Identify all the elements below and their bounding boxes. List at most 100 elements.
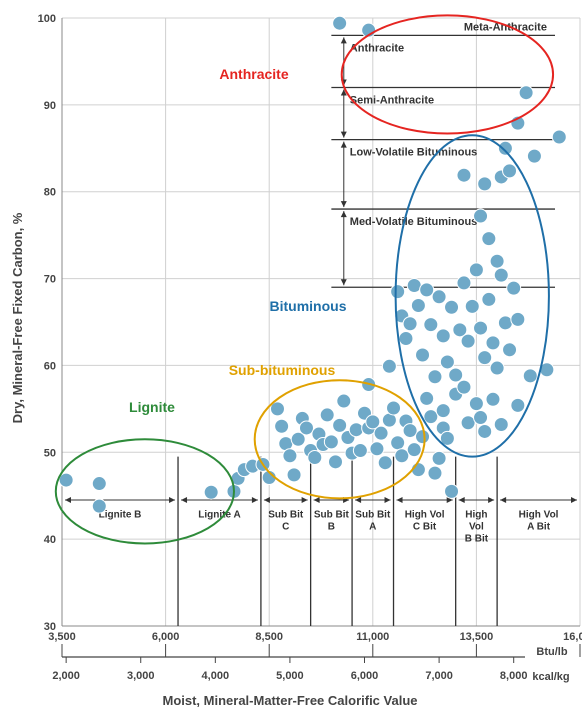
data-point <box>423 409 439 425</box>
rank-band-label-line: Sub Bit <box>268 509 304 520</box>
y-tick-label: 40 <box>44 534 56 546</box>
data-point <box>493 267 509 283</box>
rank-band-arrowhead <box>571 497 577 504</box>
data-point <box>269 401 285 417</box>
data-point <box>319 407 335 423</box>
data-point <box>58 472 74 488</box>
group-ellipse-layer <box>54 14 555 545</box>
fixed-carbon-arrowhead <box>340 211 347 218</box>
data-point <box>477 423 493 439</box>
data-point <box>91 476 107 492</box>
axis-layer: 30 40 50 60 70 80 90 100 3,500 6,000 8,500 11,000 13… <box>38 13 582 682</box>
data-point <box>286 467 302 483</box>
data-point <box>510 397 526 413</box>
data-point <box>427 465 443 481</box>
data-point <box>427 369 443 385</box>
rank-band-arrowhead <box>251 497 258 504</box>
data-point <box>336 393 352 409</box>
rank-band-label-line: Sub Bit <box>355 509 391 520</box>
fixed-carbon-class-label: Meta-Anthracite <box>464 22 547 34</box>
rank-band-label-line: A Bit <box>527 521 551 532</box>
rank-band-arrowhead <box>500 497 507 504</box>
data-point <box>497 315 513 331</box>
rank-band-label-line: C <box>282 521 289 532</box>
y-tick-label: 80 <box>44 187 56 199</box>
rank-band-arrowhead <box>301 497 308 504</box>
data-point <box>419 282 435 298</box>
data-point <box>369 441 385 457</box>
data-point <box>473 208 489 224</box>
data-point <box>551 129 567 145</box>
data-point <box>402 423 418 439</box>
data-point <box>394 448 410 464</box>
sub-bituminous-group-label: Sub-bituminous <box>229 362 336 378</box>
x-axis-unit-btu: Btu/lb <box>536 646 567 658</box>
rank-band-arrowhead <box>458 497 465 504</box>
y-tick-label: 60 <box>44 360 56 372</box>
kcal-tick-label: 4,000 <box>202 670 230 682</box>
data-points-layer <box>58 15 567 514</box>
btu-tick-label: 13,500 <box>460 631 494 643</box>
data-point <box>526 148 542 164</box>
btu-tick-label: 6,000 <box>152 631 180 643</box>
fixed-carbon-class-label: Anthracite <box>350 42 404 54</box>
kcal-tick-label: 8,000 <box>500 670 528 682</box>
data-point <box>456 379 472 395</box>
data-point <box>373 425 389 441</box>
data-point <box>91 498 107 514</box>
group-ellipse <box>54 438 235 545</box>
data-point <box>386 400 402 416</box>
fixed-carbon-arrowhead <box>340 141 347 148</box>
data-point <box>274 418 290 434</box>
data-point <box>464 298 480 314</box>
data-point <box>390 435 406 451</box>
y-tick-label: 30 <box>44 621 56 633</box>
data-point <box>352 443 368 459</box>
data-point <box>489 360 505 376</box>
rank-band-arrowhead <box>355 497 362 504</box>
data-point <box>473 410 489 426</box>
data-point <box>415 429 431 445</box>
fixed-carbon-arrowhead <box>340 37 347 44</box>
kcal-tick-label: 2,000 <box>52 670 80 682</box>
data-point <box>431 289 447 305</box>
rank-band-label-line: Lignite B <box>99 509 142 520</box>
rank-band-label-line: B Bit <box>465 533 489 544</box>
data-point <box>377 455 393 471</box>
data-point <box>460 415 476 431</box>
btu-tick-label: 16,000 <box>563 631 582 643</box>
y-tick-label: 100 <box>38 13 56 25</box>
fixed-carbon-class-layer: Meta-Anthracite Anthracite Semi-Anthracite… <box>331 22 555 288</box>
rank-band-label: Sub Bit A <box>355 509 391 532</box>
rank-band-label-line: C Bit <box>413 521 437 532</box>
rank-band-arrowhead <box>169 497 176 504</box>
rank-band-arrowhead <box>396 497 403 504</box>
rank-band-label: Sub Bit C <box>268 509 304 532</box>
fixed-carbon-arrowhead <box>340 131 347 138</box>
rank-band-label: High Vol B Bit <box>465 509 489 544</box>
data-point <box>444 299 460 315</box>
fixed-carbon-arrowhead <box>340 279 347 286</box>
fixed-carbon-class-label: Low-Volatile Bituminous <box>350 147 478 159</box>
data-point <box>468 396 484 412</box>
rank-band-label: Lignite B <box>99 509 142 520</box>
data-point <box>468 262 484 278</box>
data-point <box>307 449 323 465</box>
y-tick-label: 90 <box>44 100 56 112</box>
rank-band-label: High Vol A Bit <box>519 509 559 532</box>
data-point <box>406 278 422 294</box>
kcal-tick-label: 7,000 <box>425 670 453 682</box>
btu-tick-label: 3,500 <box>48 631 76 643</box>
rank-band-label: High Vol C Bit <box>405 509 445 532</box>
rank-band-label-line: Sub Bit <box>314 509 350 520</box>
rank-band-label-line: A <box>369 521 376 532</box>
data-point <box>510 311 526 327</box>
btu-tick-label: 8,500 <box>255 631 283 643</box>
data-point <box>435 328 451 344</box>
data-point <box>522 368 538 384</box>
data-point <box>419 390 435 406</box>
data-point <box>332 15 348 31</box>
data-point <box>444 483 460 499</box>
data-point <box>439 430 455 446</box>
